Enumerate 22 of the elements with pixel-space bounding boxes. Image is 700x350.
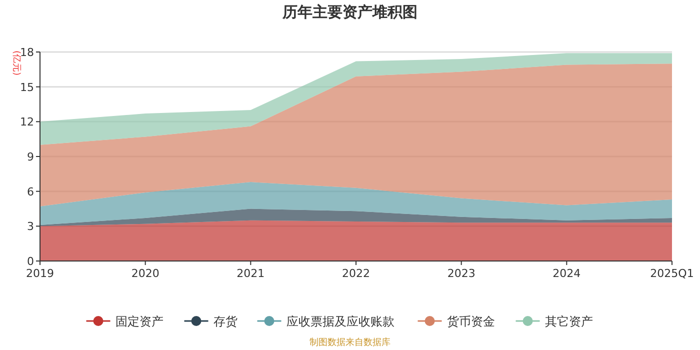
y-tick-label: 0 [27,255,34,268]
x-tick-label: 2021 [236,267,265,280]
y-tick-label: 12 [20,116,34,129]
legend-label: 固定资产 [115,314,164,328]
x-tick-label: 2022 [342,267,370,280]
text: 制图数据来自数据库 [310,337,390,348]
x-tick-label: 2020 [131,267,160,280]
x-tick-label: 2024 [552,267,581,280]
y-tick-label: 9 [27,150,34,164]
x-tick-label: 2023 [447,267,476,280]
legend-label: 存货 [213,314,238,328]
legend-label: 其它资产 [544,314,593,328]
chart-title: 历年主要资产堆积图 [282,3,418,21]
y-tick-label: 6 [27,185,34,198]
y-tick-label: 3 [27,220,34,234]
y-tick-label: 18 [20,46,34,59]
legend-label: 货币资金 [446,314,495,328]
legend-label: 应收票据及应收账款 [286,314,394,328]
x-tick-label: 2025Q1 [650,267,694,280]
x-tick-label: 2019 [26,267,54,280]
y-axis-title: (亿元) [11,50,22,76]
y-tick-label: 15 [20,80,34,94]
